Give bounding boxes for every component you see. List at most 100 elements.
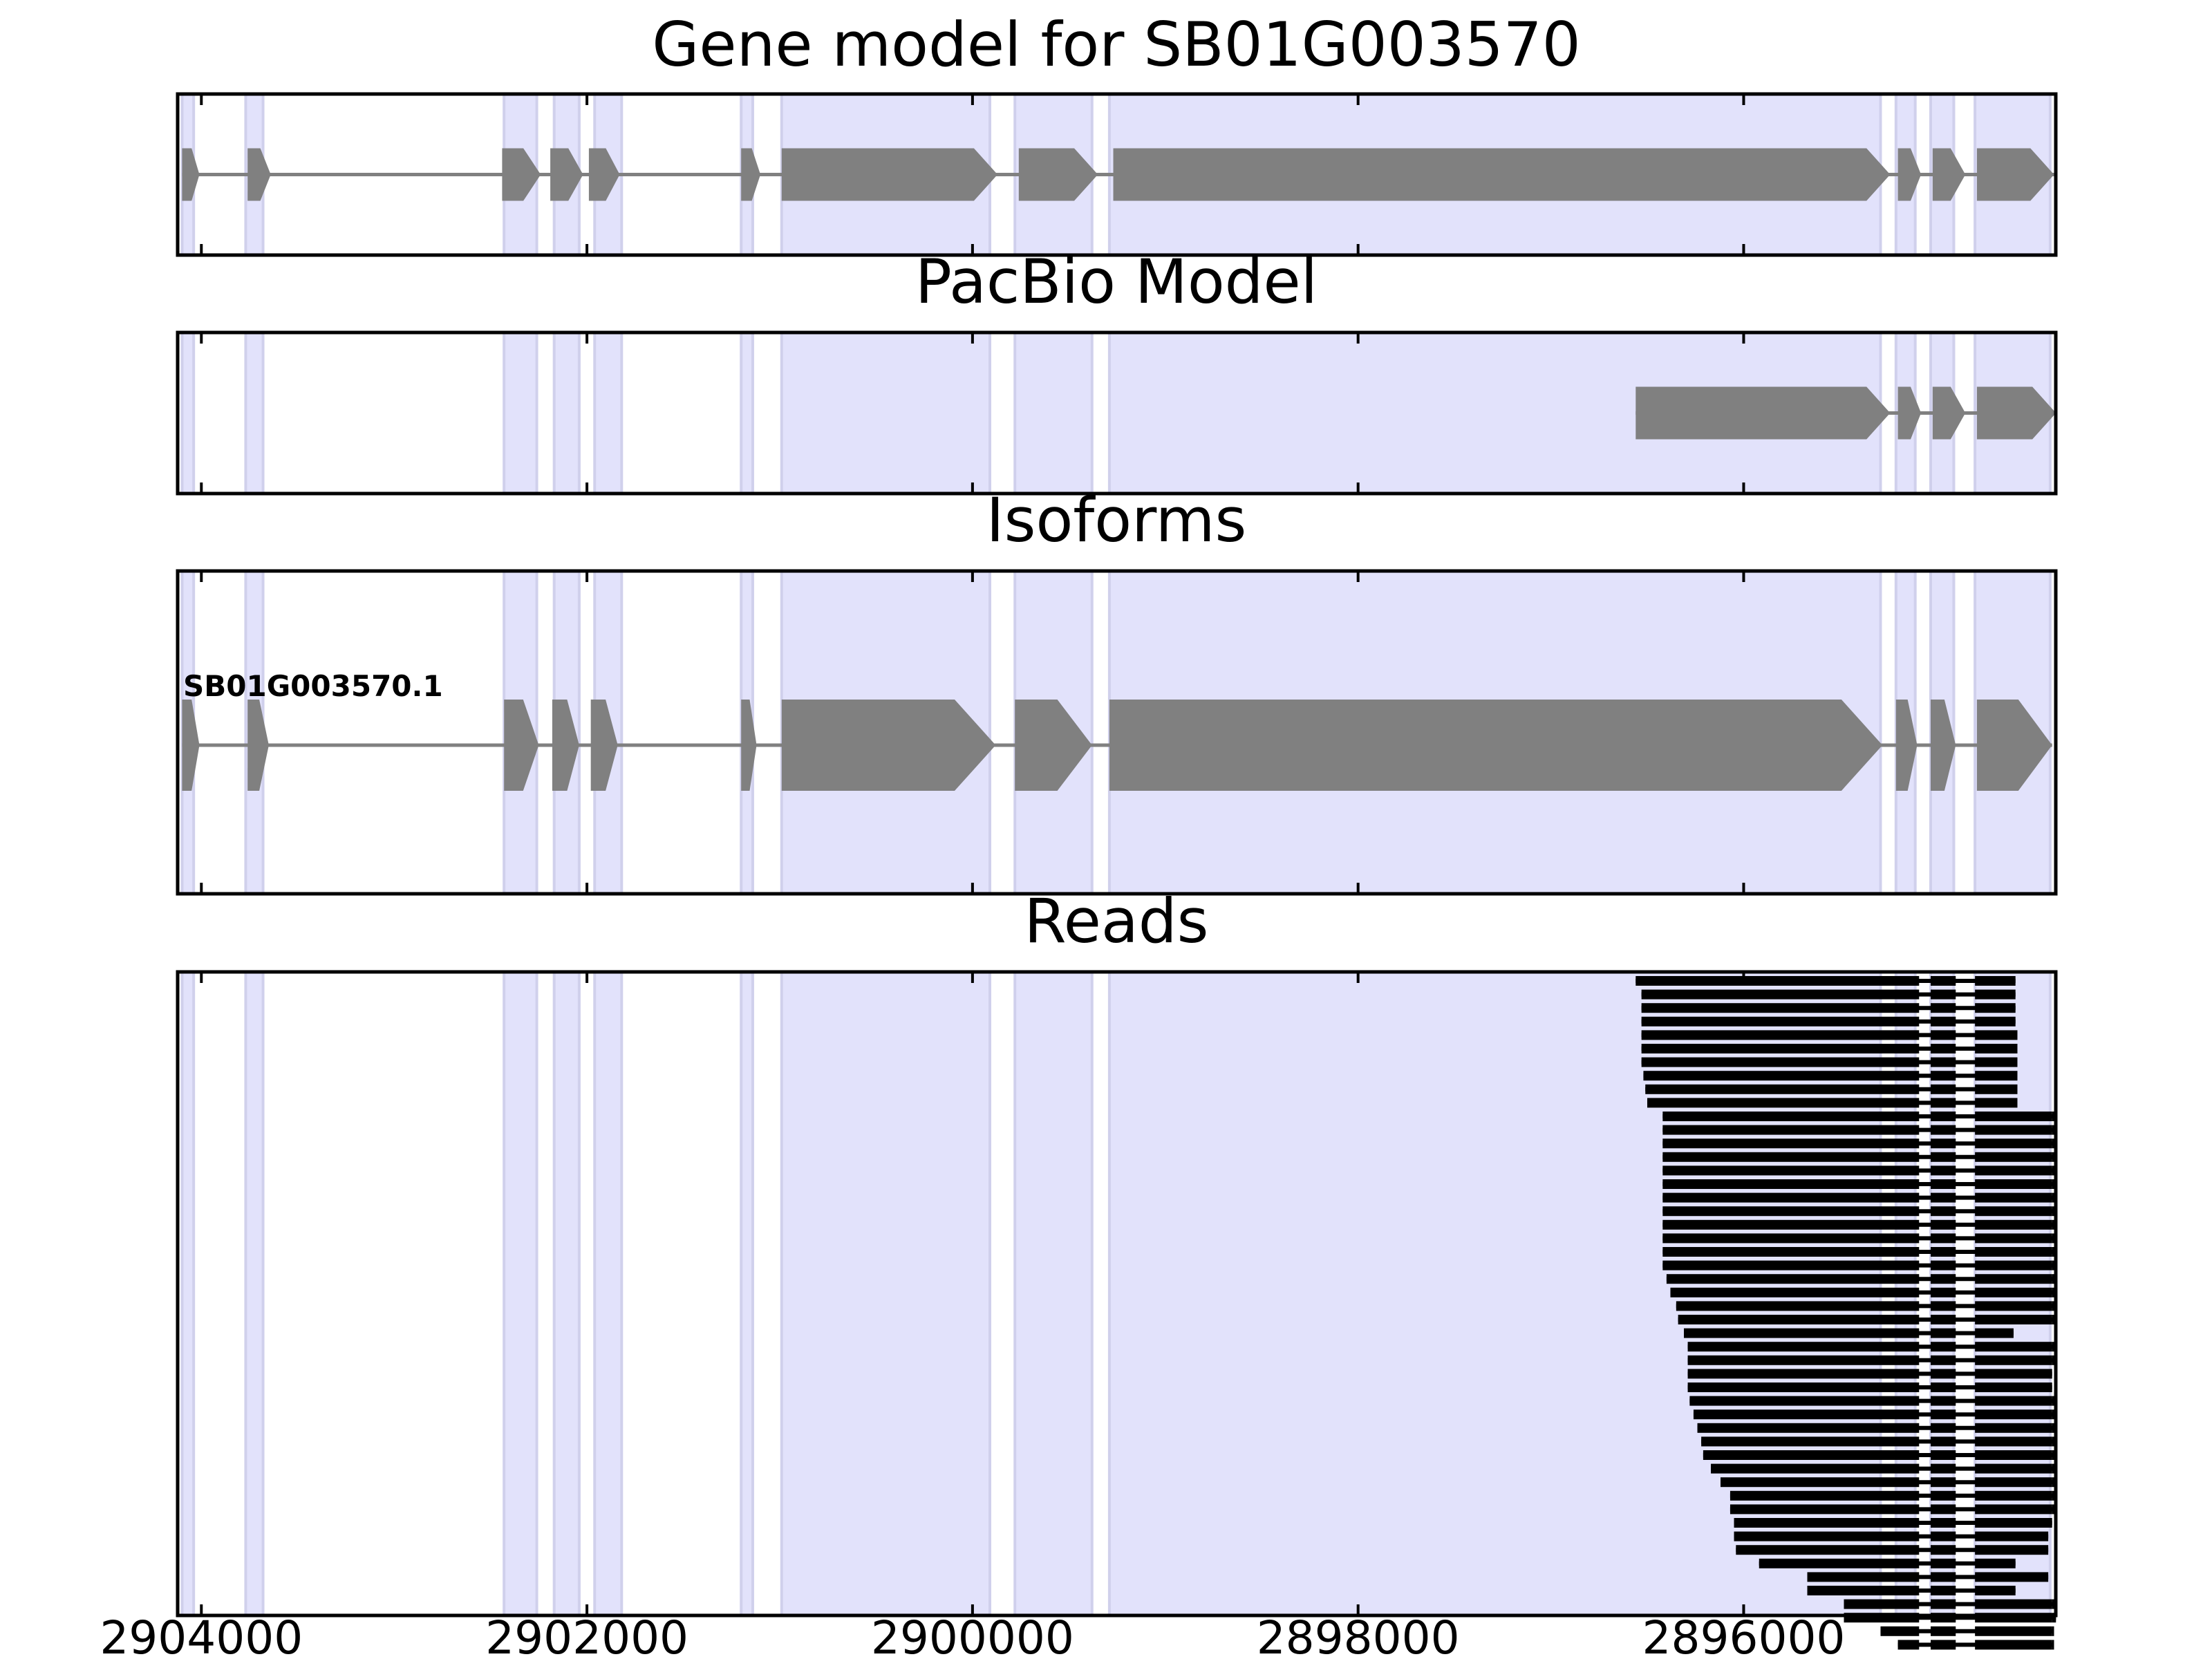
read-block (1975, 1436, 2052, 1447)
read-block (2052, 1613, 2056, 1623)
read-block (1894, 1436, 1920, 1447)
read-block (1930, 1531, 1956, 1541)
isoform-exon (1015, 700, 1092, 791)
read-block (1687, 1382, 1895, 1392)
read-block (1930, 1206, 1956, 1217)
read-block (1894, 1084, 1920, 1094)
read-block (1975, 1463, 2052, 1474)
read-block (1975, 1003, 2016, 1013)
read-block (1666, 1274, 1895, 1284)
read-block (2052, 1640, 2054, 1650)
read-block (1687, 1369, 1895, 1379)
read-block (1975, 1586, 2016, 1595)
read-block (1894, 1450, 1920, 1460)
read-block (1930, 1477, 1956, 1488)
read-block (1975, 1504, 2052, 1515)
exon-highlight-band (554, 972, 579, 1615)
read-block (1975, 1179, 2052, 1189)
read-block (1930, 1301, 1956, 1311)
read-block (2052, 1247, 2056, 1257)
isoform-exon (781, 700, 996, 791)
read-block (1975, 1016, 2016, 1027)
read-block (1807, 1586, 1895, 1595)
read-block (1662, 1192, 1895, 1203)
read-block (1693, 1409, 1895, 1420)
read-block (1975, 1206, 2052, 1217)
read-block (1641, 1003, 1895, 1013)
read-block (1645, 1084, 1895, 1094)
read-block (1662, 1138, 1895, 1149)
read-block (1975, 1152, 2052, 1162)
read-block (2052, 1125, 2056, 1135)
read-block (1894, 1545, 1920, 1555)
read-block (2052, 1219, 2056, 1230)
read-block (1894, 1423, 1920, 1433)
read-block (1975, 1518, 2052, 1528)
read-block (1894, 1030, 1920, 1040)
read-block (1894, 1463, 1920, 1474)
read-block (1930, 1396, 1956, 1406)
read-block (1894, 989, 1920, 1000)
read-block (1975, 1274, 2052, 1284)
read-block (1894, 1219, 1920, 1230)
read-block (1975, 1192, 2052, 1203)
read-block (1641, 989, 1895, 1000)
gene-model-exon (502, 148, 541, 201)
read-block (1894, 1490, 1920, 1501)
isoform-label: SB01G003570.1 (183, 669, 443, 703)
read-block (1975, 1084, 2018, 1094)
exon-highlight-band (245, 972, 263, 1615)
read-block (2052, 1315, 2056, 1324)
isoform-exon (1109, 700, 1883, 791)
read-block (2052, 1342, 2056, 1352)
read-block (2052, 1287, 2056, 1297)
read-block (1975, 1057, 2018, 1067)
panel-frame (176, 569, 2058, 896)
read-block (1930, 1179, 1956, 1189)
read-block (2052, 1112, 2056, 1121)
read-block (1662, 1219, 1895, 1230)
gene-model-exon (1113, 148, 1891, 201)
isoform-exon (552, 700, 579, 791)
read-block (1894, 1409, 1920, 1420)
read-block (1894, 1572, 1920, 1582)
read-block (2052, 1409, 2056, 1420)
x-tick-label: 2898000 (1257, 1611, 1460, 1659)
exon-highlight-band (554, 332, 579, 494)
read-block (2052, 1490, 2056, 1501)
isoform-exon (1895, 700, 1918, 791)
read-block (2052, 1463, 2054, 1474)
read-block (1894, 976, 1920, 986)
panel-title: Reads (1024, 885, 1209, 957)
read-block (1894, 1003, 1920, 1013)
read-block (1894, 1477, 1920, 1488)
read-block (1930, 1260, 1956, 1271)
exon-highlight-band (182, 332, 194, 494)
read-block (1641, 1030, 1895, 1040)
gene-model-exon (1976, 148, 2054, 201)
isoform-exon (1976, 700, 2052, 791)
read-block (1734, 1518, 1895, 1528)
panel-frame (176, 92, 2058, 257)
exon-highlight-band (182, 972, 194, 1615)
isoform-exon (182, 700, 200, 791)
isoform-exon (741, 700, 757, 791)
read-block (1730, 1504, 1895, 1515)
read-block (1894, 1518, 1920, 1528)
read-block (1930, 1192, 1956, 1203)
exon-highlight-band (504, 972, 537, 1615)
read-block (1930, 1112, 1956, 1121)
read-block (1975, 1572, 2049, 1582)
read-block (1635, 976, 1895, 986)
read-block (1894, 1531, 1920, 1541)
panel-title: Isoforms (986, 485, 1247, 556)
x-tick-label: 2900000 (871, 1611, 1074, 1659)
read-block (1930, 1071, 1956, 1081)
panel-frame (176, 970, 2058, 1618)
read-block (1647, 1098, 1895, 1108)
read-block (1930, 1409, 1956, 1420)
read-block (1975, 1315, 2052, 1324)
read-block (2052, 1206, 2056, 1217)
read-block (1930, 1247, 1956, 1257)
read-block (1930, 1369, 1956, 1379)
